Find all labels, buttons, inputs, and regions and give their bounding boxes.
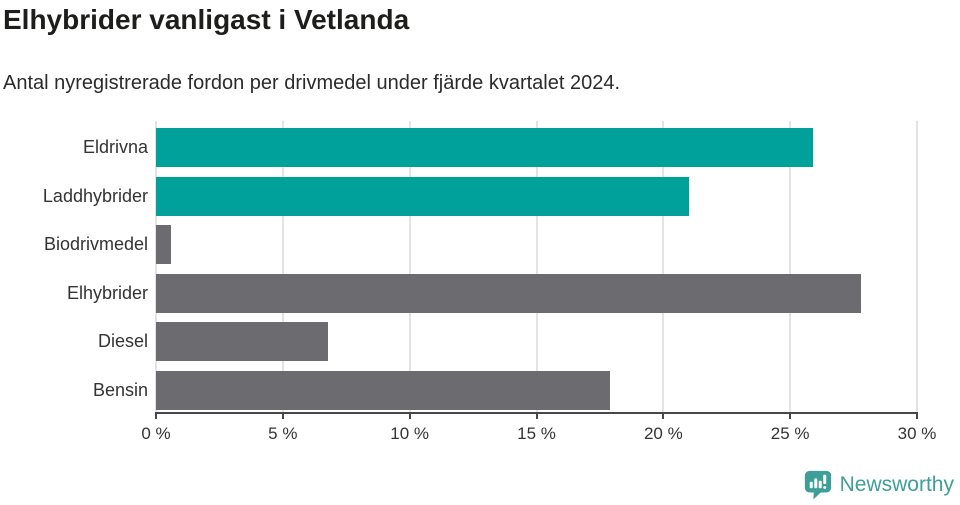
chart-title: Elhybrider vanligast i Vetlanda [3, 4, 410, 35]
brand-footer: Newsworthy [803, 469, 954, 500]
bar-bensin [156, 370, 611, 410]
gridline [535, 121, 538, 413]
gridline [662, 121, 665, 413]
x-axis-tick [155, 412, 157, 419]
x-axis-tick [916, 412, 918, 419]
category-label: Elhybrider [66, 282, 148, 303]
x-axis-tick-label: 5 % [268, 424, 298, 443]
chart-subtitle: Antal nyregistrerade fordon per drivmede… [3, 72, 621, 94]
x-axis-tick [662, 412, 665, 419]
bar-eldrivna [156, 128, 813, 167]
x-axis-tick [789, 412, 792, 419]
category-label: Laddhybrider [42, 185, 148, 206]
x-axis-tick-label: 0 % [141, 424, 171, 443]
category-label: Bensin [92, 379, 148, 400]
bar-elhybrider [156, 273, 862, 313]
gridline [408, 121, 411, 413]
brand-name: Newsworthy [839, 472, 954, 496]
x-axis-tick [408, 412, 411, 419]
category-label: Eldrivna [82, 137, 148, 157]
gridline [789, 121, 792, 413]
x-axis-tick-label: 10 % [390, 424, 430, 443]
x-axis-tick-label: 20 % [643, 424, 683, 443]
x-axis-tick-label: 15 % [517, 424, 556, 443]
newsworthy-logo-icon [804, 470, 831, 500]
bar-biodrivmedel [156, 225, 172, 264]
bar-chart-plot-area: Eldrivna Laddhybrider Biodrivmedel Elhybrid… [0, 121, 960, 461]
x-axis-tick [281, 412, 284, 419]
gridline [155, 121, 157, 413]
x-axis-tick-label: 30 % [897, 424, 937, 443]
category-label: Diesel [97, 331, 148, 351]
bar-laddhybrider [156, 176, 689, 216]
gridline [281, 121, 284, 413]
gridline [916, 121, 918, 413]
x-axis-tick [535, 412, 538, 419]
category-label: Biodrivmedel [43, 234, 148, 254]
bar-diesel [156, 322, 329, 361]
x-axis-tick-label: 25 % [770, 424, 810, 443]
